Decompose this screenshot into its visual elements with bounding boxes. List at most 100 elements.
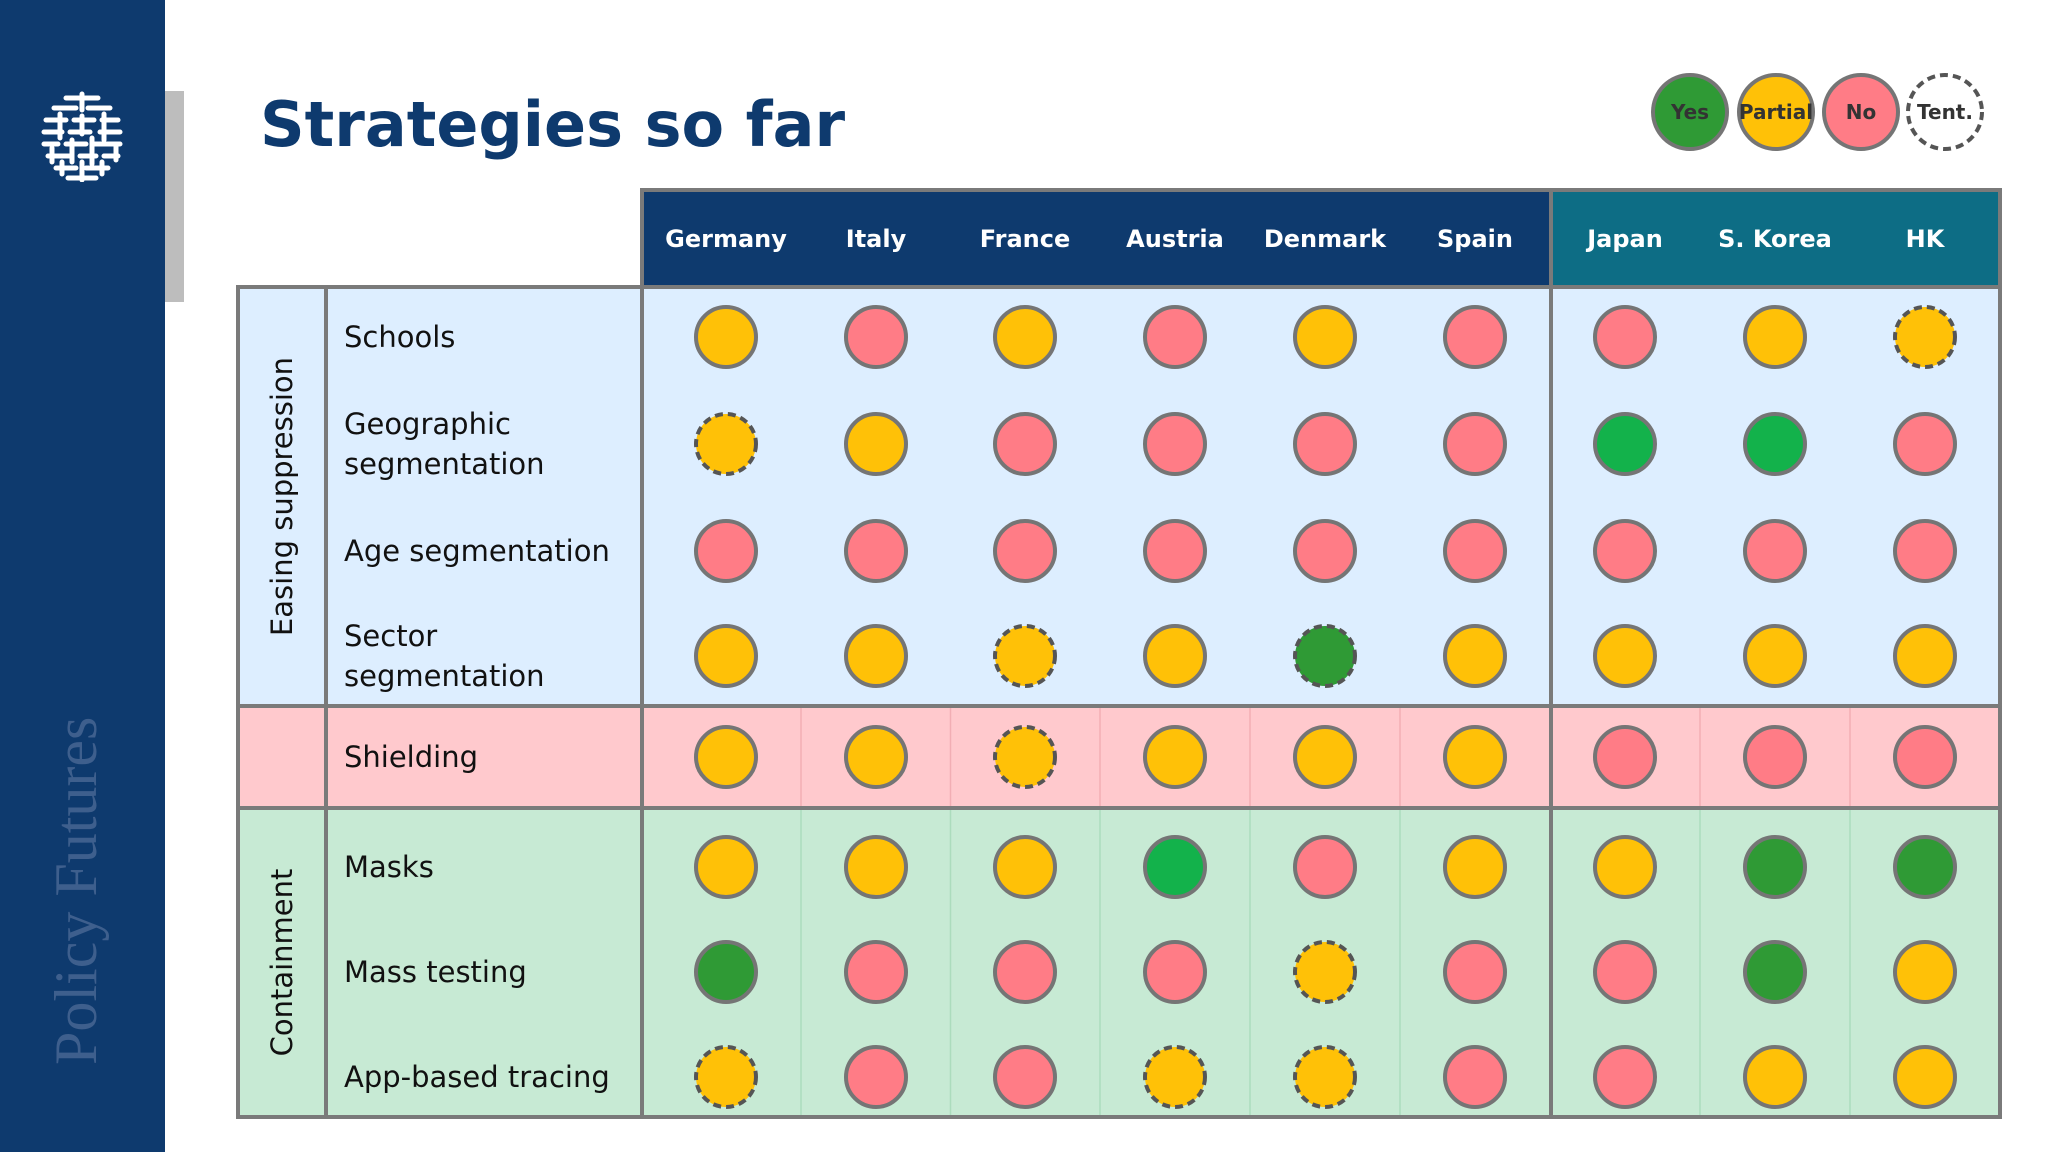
status-dot (1893, 519, 1957, 583)
status-dot (1443, 940, 1507, 1004)
row-label: Schools (344, 320, 455, 354)
header-europe (642, 190, 1551, 287)
band-easing (238, 287, 2000, 706)
band-containment (238, 808, 2000, 1117)
row-label: Masks (344, 850, 434, 884)
status-dot (993, 835, 1057, 899)
status-dot (1893, 305, 1957, 369)
row-label: Age segmentation (344, 534, 610, 568)
status-dot (694, 725, 758, 789)
status-dot (993, 725, 1057, 789)
status-dot (844, 624, 908, 688)
status-dot (1443, 1045, 1507, 1109)
legend-partial-swatch (1737, 73, 1815, 151)
column-header: Italy (846, 225, 907, 253)
status-dot (1893, 412, 1957, 476)
status-dot (694, 624, 758, 688)
status-dot (694, 519, 758, 583)
status-dot (1293, 1045, 1357, 1109)
row-label: Shielding (344, 740, 478, 774)
status-dot (993, 519, 1057, 583)
status-dot (1293, 835, 1357, 899)
status-dot (844, 305, 908, 369)
legend-label: No (1846, 100, 1876, 124)
status-dot (1143, 725, 1207, 789)
sidebar: Policy Futures (0, 0, 165, 1152)
row-label: App-based tracing (344, 1060, 610, 1094)
status-dot (1143, 412, 1207, 476)
status-dot (1893, 725, 1957, 789)
status-dot (1893, 940, 1957, 1004)
row-label: Sector segmentation (344, 619, 545, 693)
status-dot (1443, 725, 1507, 789)
slide-title: Strategies so far (260, 88, 846, 161)
column-header: Germany (665, 225, 787, 253)
status-dot (844, 519, 908, 583)
status-dot (1743, 1045, 1807, 1109)
status-dot (1293, 519, 1357, 583)
status-dot (1593, 519, 1657, 583)
status-dot (1293, 624, 1357, 688)
status-dot (1443, 412, 1507, 476)
row-label: Mass testing (344, 955, 527, 989)
status-dot (993, 412, 1057, 476)
legend-label: Tent. (1917, 100, 1973, 124)
status-dot (993, 1045, 1057, 1109)
status-dot (1743, 725, 1807, 789)
status-dot (844, 940, 908, 1004)
status-dot (993, 305, 1057, 369)
column-header: Japan (1585, 225, 1663, 253)
status-dot (694, 412, 758, 476)
body-frame (236, 285, 2002, 1119)
status-dot (1143, 519, 1207, 583)
status-dot (1593, 305, 1657, 369)
status-dot (993, 624, 1057, 688)
row-label: Geographic segmentation (344, 407, 545, 481)
legend-label: Yes (1670, 100, 1709, 124)
status-dot (1143, 940, 1207, 1004)
status-dot (844, 725, 908, 789)
status-dot (1293, 412, 1357, 476)
status-dot (1893, 1045, 1957, 1109)
status-dot (1593, 624, 1657, 688)
status-dot (844, 412, 908, 476)
status-dot (1143, 835, 1207, 899)
status-dot (1593, 835, 1657, 899)
status-dot (1743, 412, 1807, 476)
status-dot (993, 940, 1057, 1004)
status-dot (1743, 624, 1807, 688)
status-dot (1743, 835, 1807, 899)
status-dot (844, 1045, 908, 1109)
status-dot (1443, 305, 1507, 369)
status-dot (1593, 940, 1657, 1004)
column-header: S. Korea (1718, 225, 1832, 253)
status-dot (1743, 940, 1807, 1004)
status-dot (694, 305, 758, 369)
status-dot (1293, 305, 1357, 369)
status-dot (694, 1045, 758, 1109)
status-dot (1743, 519, 1807, 583)
group-label: Containment (265, 869, 299, 1057)
status-dot (694, 940, 758, 1004)
status-dot (1143, 1045, 1207, 1109)
legend-yes-swatch (1651, 73, 1729, 151)
status-dot (1293, 725, 1357, 789)
group-label: Easing suppression (265, 357, 299, 636)
column-header: Austria (1126, 225, 1224, 253)
band-shielding (238, 706, 2000, 808)
column-header: Spain (1437, 225, 1513, 253)
status-dot (1443, 835, 1507, 899)
status-dot (1443, 519, 1507, 583)
status-dot (1593, 725, 1657, 789)
logo-icon (41, 91, 123, 182)
column-header: Denmark (1264, 225, 1387, 253)
status-dot (1893, 624, 1957, 688)
status-dot (1893, 835, 1957, 899)
status-dot (1143, 305, 1207, 369)
status-dot (1443, 624, 1507, 688)
status-dot (1143, 624, 1207, 688)
column-header: HK (1906, 225, 1946, 253)
column-header: France (980, 225, 1070, 253)
status-dot (844, 835, 908, 899)
